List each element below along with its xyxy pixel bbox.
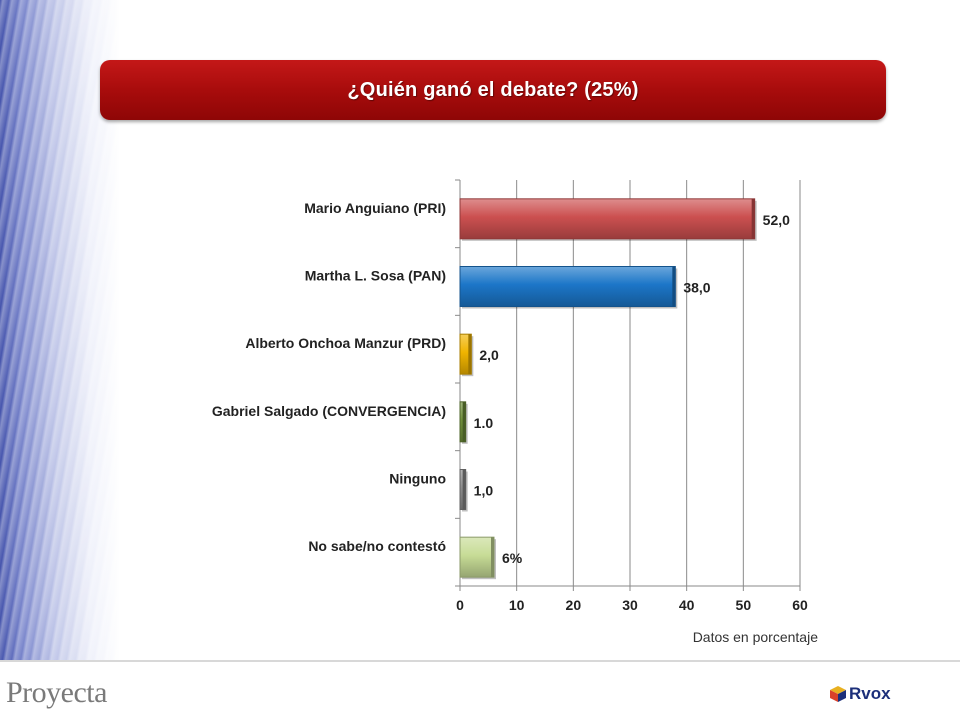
bar-edge xyxy=(462,401,466,442)
footer-divider xyxy=(0,660,960,662)
category-label-3: Gabriel Salgado (CONVERGENCIA) xyxy=(212,403,446,419)
proyecta-logo: Proyecta xyxy=(6,676,107,710)
x-tick-label-10: 10 xyxy=(509,597,525,613)
category-label-2: Alberto Onchoa Manzur (PRD) xyxy=(245,335,446,351)
bar-edge xyxy=(491,537,494,578)
category-label-5: No sabe/no contestó xyxy=(308,538,446,554)
rvox-logo: Rvox xyxy=(830,684,891,704)
data-label-4: 1,0 xyxy=(474,483,494,499)
proyecta-logo-text: Proyecta xyxy=(6,676,107,709)
data-label-1: 38,0 xyxy=(683,280,710,296)
x-tick-label-20: 20 xyxy=(566,597,582,613)
category-label-1: Martha L. Sosa (PAN) xyxy=(305,268,446,284)
note-text: Datos en porcentaje xyxy=(693,629,819,645)
bar-edge xyxy=(468,334,472,375)
bar-1 xyxy=(459,266,676,307)
bar-0 xyxy=(459,198,756,240)
chart-title: ¿Quién ganó el debate? (25%) xyxy=(347,78,639,101)
x-tick-label-40: 40 xyxy=(679,597,695,613)
category-label-0: Mario Anguiano (PRI) xyxy=(304,200,446,216)
bar-edge xyxy=(462,469,466,510)
bar-edge xyxy=(672,266,676,307)
data-label-0: 52,0 xyxy=(763,212,790,228)
x-tick-label-30: 30 xyxy=(622,597,638,613)
x-tick-label-50: 50 xyxy=(736,597,752,613)
bar-5 xyxy=(459,536,495,578)
title-banner: ¿Quién ganó el debate? (25%) xyxy=(100,60,886,120)
data-label-3: 1.0 xyxy=(474,415,494,431)
category-label-4: Ninguno xyxy=(389,471,446,487)
bar-edge xyxy=(751,198,755,239)
data-label-5: 6% xyxy=(502,550,523,566)
x-tick-label-60: 60 xyxy=(792,597,808,613)
x-tick-label-0: 0 xyxy=(456,597,464,613)
bar-chart: 0 10 20 30 40 50 60 Mario Anguiano (PRI) 52,0 Mar… xyxy=(212,179,819,645)
rvox-cube-icon xyxy=(830,686,846,702)
rvox-logo-text: Rvox xyxy=(849,684,891,703)
data-label-2: 2,0 xyxy=(479,347,499,363)
